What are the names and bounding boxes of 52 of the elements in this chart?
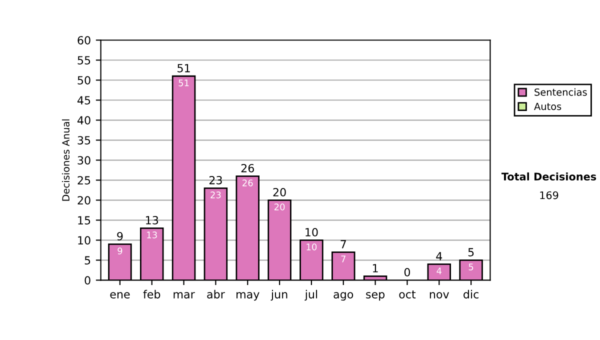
- x-tick-label: may: [236, 292, 260, 301]
- x-tick-label: feb: [143, 290, 160, 298]
- x-tick-label: jun: [270, 290, 288, 301]
- data-label: 7: [341, 256, 346, 262]
- x-tick-label: ago: [334, 292, 354, 301]
- y-tick-label: 40: [77, 116, 90, 125]
- text: Total Decisiones: [501, 172, 596, 180]
- total-label: 4: [436, 252, 442, 260]
- y-tick-label: 60: [78, 36, 90, 44]
- y-tick-label: 25: [78, 176, 90, 185]
- y-tick-label: 45: [77, 96, 90, 105]
- total-label: 10: [306, 228, 318, 236]
- total-label: 20: [273, 188, 286, 196]
- y-tick-label: 30: [78, 156, 90, 165]
- text: 169: [540, 191, 558, 200]
- x-tick-label: dic: [464, 290, 478, 298]
- y-tick-label: 0: [84, 276, 90, 285]
- total-label: 7: [340, 240, 346, 248]
- x-tick-label: jul: [304, 290, 318, 301]
- data-label: 5: [468, 264, 474, 270]
- total-label: 13: [146, 216, 158, 224]
- y-tick-label: 20: [78, 196, 90, 205]
- x-tick-label: sep: [366, 292, 385, 301]
- total-label: 5: [468, 248, 474, 256]
- total-label: 26: [241, 164, 254, 172]
- y-tick-label: 5: [84, 256, 90, 265]
- x-tick-label: mar: [174, 292, 195, 298]
- data-label: 51: [178, 80, 189, 86]
- data-label: 26: [242, 180, 253, 186]
- y-axis-title: Decisiones Anual: [62, 119, 70, 201]
- data-label: 13: [147, 232, 157, 238]
- x-tick-label: abr: [207, 290, 225, 298]
- total-label: 0: [404, 268, 410, 276]
- y-tick-label: 10: [78, 236, 90, 245]
- x-tick-label: ene: [110, 292, 130, 298]
- data-label: 4: [436, 268, 442, 274]
- y-tick-label: 50: [78, 76, 90, 85]
- total-label: 51: [178, 64, 190, 72]
- total-label: 9: [117, 232, 123, 240]
- y-tick-label: 55: [78, 56, 90, 65]
- x-tick-label: nov: [430, 292, 450, 298]
- total-label: 1: [372, 264, 378, 272]
- legend-label: Autos: [534, 102, 562, 110]
- data-label: 10: [306, 244, 317, 250]
- y-tick-label: 15: [78, 216, 90, 225]
- data-label: 9: [118, 248, 122, 254]
- legend-label: Sentencias: [534, 88, 587, 96]
- data-label: 20: [274, 204, 285, 210]
- y-tick-label: 35: [78, 136, 90, 145]
- data-label: 23: [210, 192, 221, 198]
- total-label: 23: [209, 176, 222, 184]
- x-tick-label: oct: [399, 290, 416, 298]
